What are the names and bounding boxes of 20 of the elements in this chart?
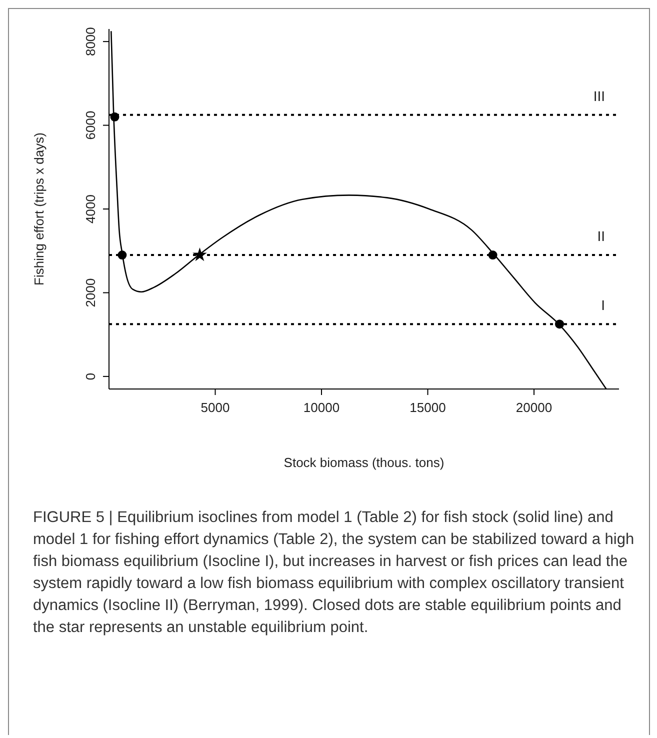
ref-line-label: II bbox=[597, 228, 605, 244]
point bbox=[110, 112, 120, 122]
ref-line-label: III bbox=[593, 88, 605, 104]
ref-line-label: I bbox=[601, 297, 605, 314]
y-tick-label: 6000 bbox=[83, 110, 98, 140]
point bbox=[554, 320, 564, 329]
y-tick-label: 0 bbox=[83, 372, 98, 380]
point bbox=[488, 250, 498, 260]
y-tick-label: 8000 bbox=[83, 27, 98, 56]
point bbox=[192, 247, 207, 262]
x-tick-label: 15000 bbox=[410, 400, 446, 416]
caption: FIGURE 5 | Equilibrium isoclines from model 1 (Table 2) for fish stock (solid line) and model 1 for fishing effort dynamics (Table 2), the system can be stabilized toward a high fish biomass equilibrium (Isocline I), but increases in harvest or fish prices can lead the system rapidly toward a low fish biomass equilibrium with complex oscillatory transient dynamics (Isocline II) (Berryman, 1999). Closed dots are stable equilibrium points and the star represents an unstable equilibrium point. bbox=[33, 508, 636, 638]
x-tick-label: 20000 bbox=[516, 400, 552, 416]
y-tick-label: 4000 bbox=[83, 194, 98, 224]
x-tick-label: 10000 bbox=[303, 400, 340, 416]
y-axis-title: Fishing effort (trips x days) bbox=[32, 132, 47, 286]
x-axis-title: Stock biomass (thous. tons) bbox=[284, 455, 444, 470]
x-tick-label: 5000 bbox=[200, 400, 230, 416]
point bbox=[118, 250, 127, 260]
y-tick-label: 2000 bbox=[83, 278, 98, 308]
